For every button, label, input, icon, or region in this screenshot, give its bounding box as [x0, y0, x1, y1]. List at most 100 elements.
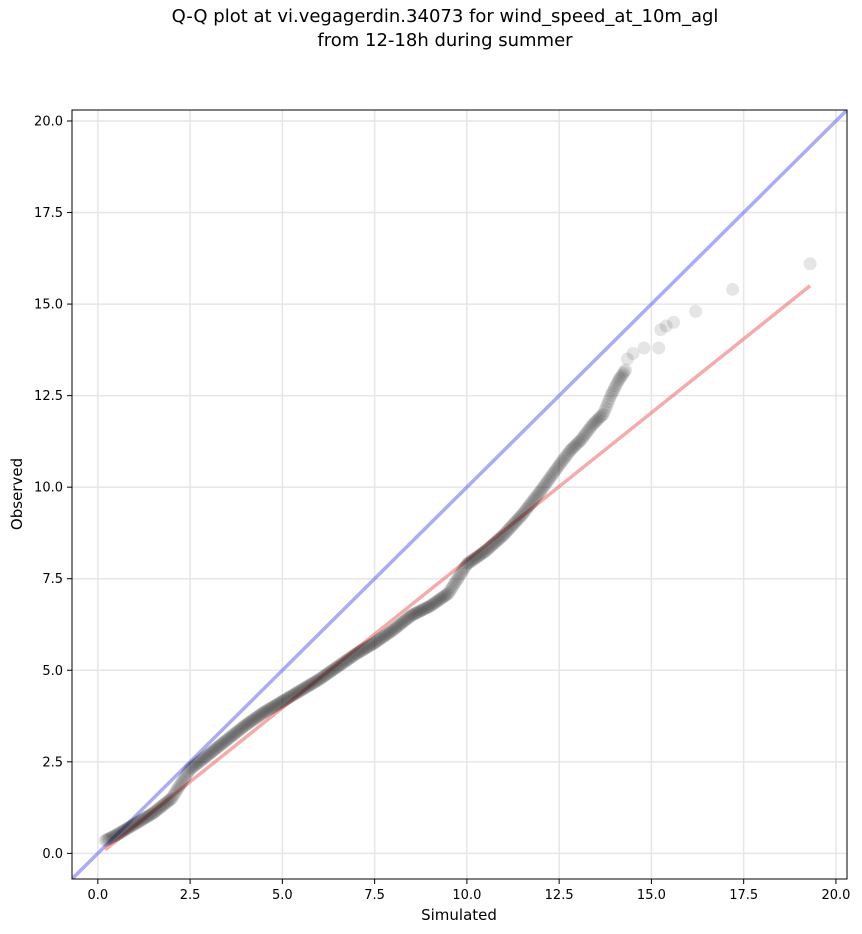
reference-lines: [72, 110, 847, 879]
data-point: [151, 802, 165, 816]
data-point: [387, 622, 401, 636]
data-point: [538, 478, 552, 492]
data-point: [142, 808, 156, 822]
data-point: [552, 458, 566, 472]
data-point: [125, 819, 139, 833]
data-point: [449, 574, 463, 588]
data-point: [112, 826, 126, 840]
data-point: [385, 624, 399, 638]
data-point: [542, 473, 556, 487]
data-point: [498, 526, 512, 540]
data-point: [341, 652, 355, 666]
data-point: [494, 530, 508, 544]
data-point: [373, 632, 387, 646]
plot-frame: [71, 109, 848, 880]
data-point: [173, 779, 187, 793]
data-point: [241, 716, 255, 730]
data-point: [652, 341, 666, 355]
data-point: [478, 544, 492, 558]
data-point: [480, 543, 494, 557]
data-point: [126, 818, 140, 832]
data-point: [397, 615, 411, 629]
data-point: [427, 596, 441, 610]
data-point: [528, 491, 542, 505]
data-point: [299, 680, 313, 694]
data-point: [456, 563, 470, 577]
data-point: [460, 557, 474, 571]
data-point: [418, 602, 432, 616]
data-point: [405, 608, 419, 622]
data-point: [198, 751, 212, 765]
data-point: [238, 718, 252, 732]
data-point: [101, 832, 115, 846]
data-point: [603, 392, 617, 406]
data-point: [215, 737, 229, 751]
data-point: [453, 568, 467, 582]
data-point: [228, 727, 242, 741]
data-point: [544, 469, 558, 483]
data-point: [113, 826, 127, 840]
data-point: [109, 828, 123, 842]
data-point: [377, 629, 391, 643]
data-point: [600, 398, 614, 412]
data-point: [166, 789, 180, 803]
data-point: [437, 589, 451, 603]
data-point: [121, 821, 135, 835]
data-point: [253, 708, 267, 722]
data-point: [213, 738, 227, 752]
data-point: [803, 257, 817, 271]
data-point: [513, 511, 527, 525]
data-point: [261, 703, 275, 717]
data-point: [155, 799, 169, 813]
data-point: [444, 582, 458, 596]
data-point: [278, 693, 292, 707]
data-point: [244, 715, 258, 729]
data-point: [328, 661, 342, 675]
data-point: [606, 384, 620, 398]
data-point: [605, 386, 619, 400]
data-point: [402, 610, 416, 624]
data-point: [229, 726, 243, 740]
data-point: [242, 715, 256, 729]
data-point: [336, 656, 350, 670]
data-point: [422, 600, 436, 614]
data-point: [372, 633, 386, 647]
data-point: [190, 757, 204, 771]
data-point: [316, 670, 330, 684]
data-point: [282, 690, 296, 704]
data-point: [523, 497, 537, 511]
data-point: [207, 743, 221, 757]
data-point: [576, 431, 590, 445]
data-point: [298, 681, 312, 695]
data-point: [169, 785, 183, 799]
data-point: [104, 831, 118, 845]
x-axis-ticks: 0.0 2.5 5.0 7.5 10.0 12.5 15.0 17.5 20.0: [87, 879, 850, 903]
data-point: [356, 643, 370, 657]
data-point: [626, 347, 640, 361]
data-point: [423, 599, 437, 613]
data-point: [532, 486, 546, 500]
data-point: [249, 711, 263, 725]
data-point: [219, 734, 233, 748]
data-point: [432, 593, 446, 607]
data-point: [539, 477, 553, 491]
data-point: [482, 541, 496, 555]
data-point: [590, 414, 604, 428]
data-point: [376, 630, 390, 644]
data-point: [406, 608, 420, 622]
data-point: [216, 736, 230, 750]
data-point: [416, 602, 430, 616]
data-point: [324, 664, 338, 678]
data-point: [362, 639, 376, 653]
data-point: [273, 696, 287, 710]
data-point: [484, 540, 498, 554]
data-point: [150, 803, 164, 817]
data-point: [206, 744, 220, 758]
data-point: [612, 372, 626, 386]
data-point: [129, 816, 143, 830]
x-tick-label: 5.0: [272, 888, 293, 903]
data-point: [519, 503, 533, 517]
data-point: [250, 710, 264, 724]
data-point: [279, 692, 293, 706]
